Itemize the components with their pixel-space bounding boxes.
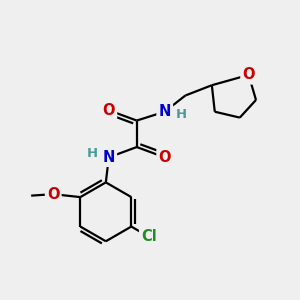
Text: O: O — [242, 68, 255, 82]
Text: Cl: Cl — [141, 230, 157, 244]
Text: O: O — [47, 187, 59, 202]
Text: N: N — [158, 104, 171, 119]
Text: H: H — [176, 108, 187, 121]
Text: H: H — [87, 147, 98, 160]
Text: O: O — [103, 103, 115, 118]
Text: O: O — [158, 150, 171, 165]
Text: N: N — [103, 150, 115, 165]
